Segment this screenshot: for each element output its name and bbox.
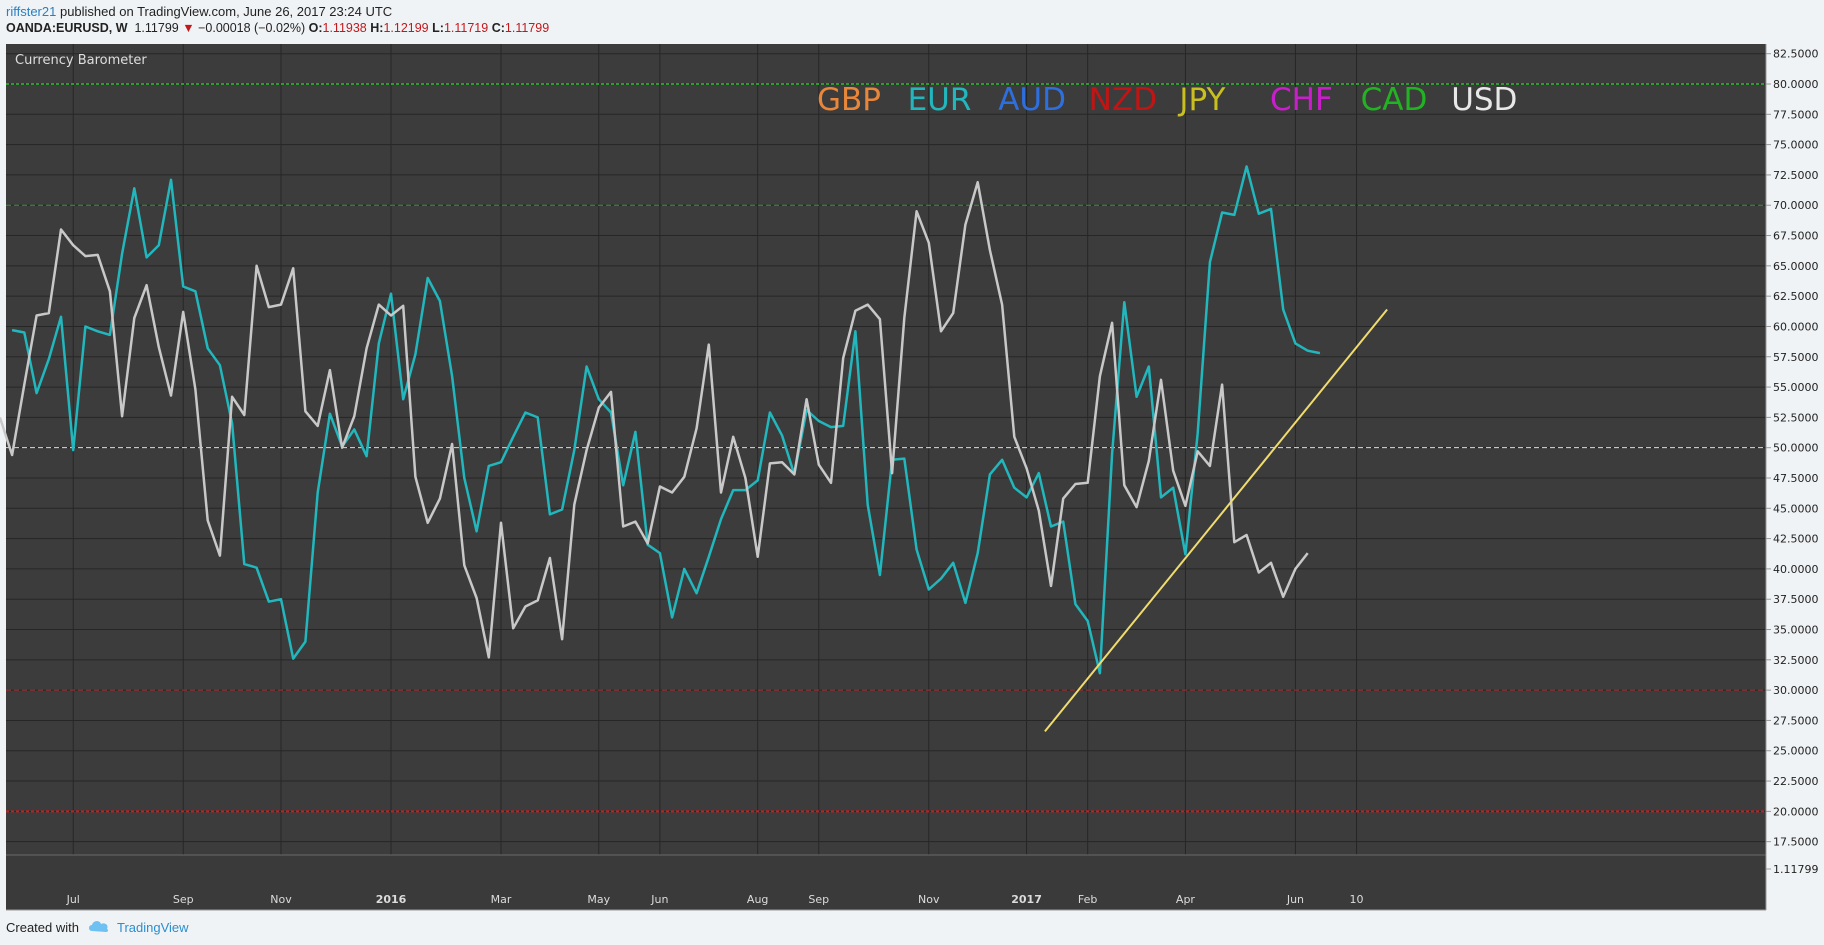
symbol-legend: OANDA:EURUSD, W 1.11799 ▼ −0.00018 (−0.0… <box>6 21 549 35</box>
y-tick-label: 67.5000 <box>1773 230 1819 243</box>
y-tick-label: 17.5000 <box>1773 836 1819 849</box>
x-tick-label: Sep <box>808 893 829 906</box>
legend-item-cad: CAD <box>1361 82 1428 118</box>
y-tick-label: 25.0000 <box>1773 745 1819 758</box>
y-tick-label: 52.5000 <box>1773 411 1819 424</box>
x-tick-label: 2017 <box>1011 893 1042 906</box>
x-tick-label: Mar <box>491 893 512 906</box>
x-tick-label: 2016 <box>376 893 407 906</box>
price-tick-label: 1.11799 <box>1773 863 1819 876</box>
x-tick-label: Jul <box>66 893 80 906</box>
x-tick-label: Apr <box>1176 893 1196 906</box>
legend-item-gbp: GBP <box>817 82 881 118</box>
y-tick-label: 35.0000 <box>1773 624 1819 637</box>
x-tick-label: Nov <box>918 893 940 906</box>
author-link[interactable]: riffster21 <box>6 4 57 19</box>
y-tick-label: 70.0000 <box>1773 199 1819 212</box>
y-tick-label: 27.5000 <box>1773 714 1819 727</box>
legend-item-chf: CHF <box>1270 82 1333 118</box>
y-tick-label: 40.0000 <box>1773 563 1819 576</box>
y-tick-label: 72.5000 <box>1773 169 1819 182</box>
y-tick-label: 60.0000 <box>1773 320 1819 333</box>
y-tick-label: 55.0000 <box>1773 381 1819 394</box>
close-label: C: <box>491 21 505 35</box>
last-price: 1.11799 <box>134 21 179 35</box>
legend-item-jpy: JPY <box>1177 82 1225 118</box>
y-tick-label: 42.5000 <box>1773 533 1819 546</box>
price-change: −0.00018 (−0.02%) <box>198 21 306 35</box>
y-tick-label: 80.0000 <box>1773 78 1819 91</box>
legend-item-aud: AUD <box>998 82 1066 118</box>
x-tick-label: 10 <box>1350 893 1364 906</box>
y-tick-label: 45.0000 <box>1773 502 1819 515</box>
y-tick-label: 37.5000 <box>1773 593 1819 606</box>
legend-item-usd: USD <box>1451 82 1517 118</box>
trendline-segment[interactable] <box>1044 308 1388 732</box>
created-with-text: Created with <box>6 920 79 935</box>
level-lines <box>6 83 1766 813</box>
triangle-down-icon: ▼ <box>182 21 195 35</box>
y-tick-label: 32.5000 <box>1773 654 1819 667</box>
x-tick-label: Sep <box>173 893 194 906</box>
y-tick-label: 30.0000 <box>1773 684 1819 697</box>
legend-item-eur: EUR <box>908 82 972 118</box>
y-tick-label: 82.5000 <box>1773 48 1819 61</box>
footer: Created with TradingView <box>6 918 189 937</box>
y-tick-label: 75.0000 <box>1773 139 1819 152</box>
chart-legend: GBP EUR AUD NZD JPY CHF CAD USD <box>817 82 1517 118</box>
y-tick-label: 77.5000 <box>1773 108 1819 121</box>
series-line-usd <box>0 180 1309 659</box>
time-axis[interactable]: Jul Sep Nov 2016 Mar May Jun Aug Sep Nov 2017 Feb Ap… <box>66 893 1364 906</box>
y-tick-label: 62.5000 <box>1773 290 1819 303</box>
price-subpane <box>6 855 1766 910</box>
y-tick-label: 65.0000 <box>1773 260 1819 273</box>
symbol-name: OANDA:EURUSD, W <box>6 21 128 35</box>
price-axis[interactable]: 82.5000 80.0000 77.5000 75.0000 72.5000 70.00… <box>1766 48 1819 849</box>
published-text: published on TradingView.com, June 26, 2… <box>59 4 393 19</box>
grid <box>6 44 1766 910</box>
close-value: 1.11799 <box>504 21 550 35</box>
y-tick-label: 50.0000 <box>1773 442 1819 455</box>
publication-header: riffster21 published on TradingView.com,… <box>6 4 392 19</box>
indicator-title: Currency Barometer <box>15 53 147 68</box>
x-tick-label: Jun <box>1286 893 1304 906</box>
chart-pane <box>6 44 1766 910</box>
y-tick-label: 20.0000 <box>1773 805 1819 818</box>
x-tick-label: Jun <box>650 893 668 906</box>
legend-item-nzd: NZD <box>1089 82 1157 118</box>
tradingview-link[interactable]: TradingView <box>116 920 189 935</box>
y-tick-label: 47.5000 <box>1773 472 1819 485</box>
x-tick-label: May <box>587 893 610 906</box>
y-tick-label: 57.5000 <box>1773 351 1819 364</box>
x-tick-label: Aug <box>747 893 768 906</box>
high-label: H: <box>370 21 384 35</box>
low-value: 1.11719 <box>443 21 489 35</box>
high-value: 1.12199 <box>383 21 429 35</box>
y-tick-label: 22.5000 <box>1773 775 1819 788</box>
x-tick-label: Nov <box>270 893 292 906</box>
series-lines <box>0 165 1321 675</box>
low-label: L: <box>432 21 444 35</box>
tradingview-cloud-icon[interactable] <box>87 918 111 937</box>
trendline[interactable] <box>1044 308 1388 732</box>
x-tick-label: Feb <box>1078 893 1097 906</box>
open-value: 1.11938 <box>322 21 367 35</box>
open-label: O: <box>308 21 323 35</box>
